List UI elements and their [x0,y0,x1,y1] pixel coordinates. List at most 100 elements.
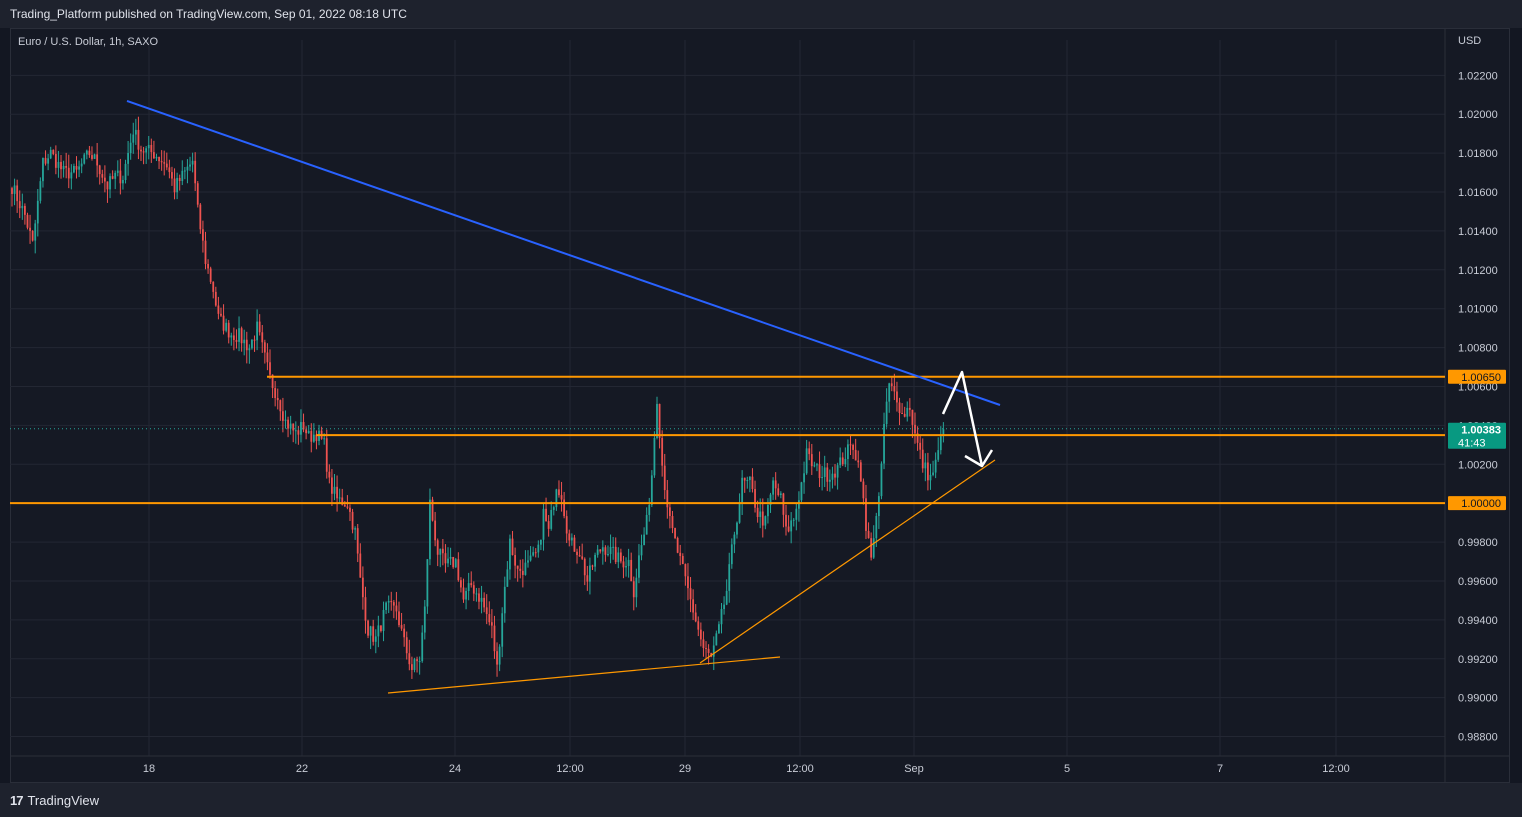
candle-body [545,508,547,522]
candle-body [36,200,39,224]
candle-body [818,464,821,479]
candle-body [656,403,658,439]
candle-body [779,493,782,495]
candle-body [681,556,684,565]
candle-body [519,568,522,571]
candle-body [653,438,656,476]
candle-body [617,552,620,563]
symbol-label[interactable]: Euro / U.S. Dollar, 1h, SAXO [18,36,159,48]
price-axis: 1.02200 1.02000 1.01800 1.01600 1.01400 1.012… [1458,70,1498,743]
candle-body [901,413,903,415]
candle-body [354,528,357,530]
candle-body [186,166,189,171]
candle-body [828,479,831,482]
candle-body [194,160,197,184]
candle-body [826,467,829,482]
candle-body [452,556,455,568]
candle-body [26,214,29,228]
candle-body [707,648,710,653]
candle-body [694,612,697,622]
candle-body [547,521,550,529]
candle-body [759,511,762,517]
candle-body [576,551,578,556]
candle-body [643,534,645,546]
candle-body [460,580,462,588]
candle-body [560,495,563,500]
candle-body [377,625,380,637]
candle-body [269,362,271,375]
candle-body [470,583,473,586]
candle-body [449,556,452,559]
candle-body [65,166,68,168]
candle-body [630,559,633,582]
candle-body [315,434,318,441]
candle-body [434,520,437,541]
candle-body [810,454,813,467]
candle-body [300,422,302,435]
candle-body [292,423,295,431]
resistance-trendline [126,100,1001,406]
tradingview-brand[interactable]: 17 TradingView [10,793,99,808]
candle-body [21,205,24,209]
candle-body [52,149,55,154]
chart-frame[interactable] [10,28,1510,783]
candle-body [387,601,390,603]
candle-body [862,481,865,499]
candle-body [189,164,191,167]
candle-body [591,565,594,567]
candle-body [248,348,251,351]
y-tick-label: 1.01600 [1458,187,1498,199]
candle-body [73,165,75,173]
candle-body [532,552,535,556]
candle-body [663,465,666,491]
candle-body [599,549,602,552]
candle-body [88,150,91,156]
candle-body [212,281,215,292]
candle-body [369,626,372,636]
candle-body [134,129,137,135]
candle-body [54,153,57,168]
candle-body [359,553,362,578]
candle-body [906,407,909,417]
candle-body [145,148,148,153]
candle-body [939,436,942,451]
candle-body [849,444,852,446]
candle-body [457,559,460,581]
candle-body [619,552,622,562]
candle-body [129,142,132,153]
candle-body [509,538,511,570]
candle-body [196,183,199,205]
candle-body [857,460,860,463]
projection-arrowhead [964,449,994,468]
candle-body [555,489,558,508]
candle-body [607,554,609,556]
candle-body [937,450,940,460]
candle-body [323,438,326,440]
candle-body [506,569,509,587]
candle-body [147,144,150,149]
candle-body [511,538,514,556]
candle-body [266,352,269,363]
candle-body [679,552,682,557]
candle-body [328,471,331,478]
candle-body [699,629,702,640]
candle-body [748,476,751,481]
candle-body [85,150,88,155]
last-price-badge [1448,422,1506,449]
candle-body [49,149,52,159]
candle-body [441,548,444,554]
candle-body [124,163,127,180]
x-tick-label: 12:00 [786,763,814,775]
candle-body [165,163,168,168]
candle-body [516,565,519,569]
candle-body [80,163,83,167]
candle-body [483,597,486,608]
candle-body [400,625,403,629]
candle-body [261,332,264,343]
candle-body [632,581,635,598]
candle-body [671,516,674,529]
candle-body [896,391,898,403]
candle-body [93,154,96,159]
candle-body [875,516,878,539]
